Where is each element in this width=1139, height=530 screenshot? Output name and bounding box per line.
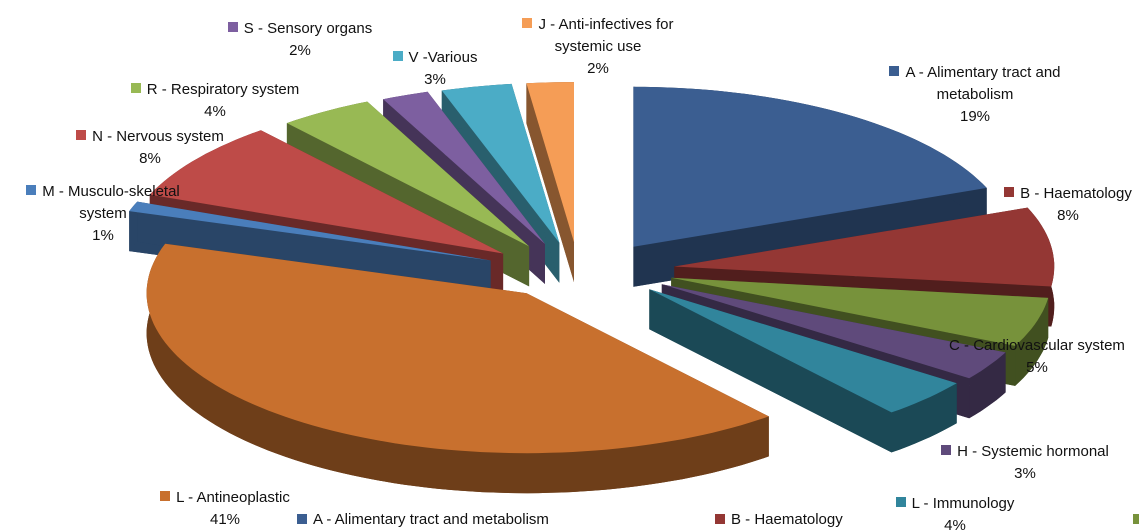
label-marker bbox=[130, 83, 141, 93]
slice-side bbox=[891, 383, 957, 453]
label-value: 41% bbox=[209, 511, 241, 528]
label-value: 5% bbox=[1026, 359, 1048, 376]
data-label: L - Immunology 4% bbox=[855, 493, 1055, 530]
slice-side bbox=[969, 352, 1006, 419]
slice-top bbox=[633, 86, 987, 247]
label-marker bbox=[895, 497, 906, 507]
label-value: 19% bbox=[959, 108, 991, 125]
label-name-line: L - Antineoplastic bbox=[125, 487, 325, 509]
label-name-line: J - Anti-infectives for systemic use bbox=[498, 14, 698, 58]
label-name: C - Cardiovascular system bbox=[949, 337, 1125, 354]
label-name-line: N - Nervous system bbox=[50, 126, 250, 148]
slice bbox=[146, 243, 769, 494]
label-name: S - Sensory organs bbox=[243, 20, 373, 37]
legend-marker bbox=[297, 514, 307, 524]
slice-wall bbox=[649, 289, 892, 453]
slice-top bbox=[674, 207, 1055, 287]
data-label: S - Sensory organs 2% bbox=[200, 18, 400, 62]
data-label: V -Various 3% bbox=[365, 47, 505, 91]
label-name-line: S - Sensory organs bbox=[200, 18, 400, 40]
label-name: L - Antineoplastic bbox=[176, 489, 290, 506]
label-name-line: V -Various bbox=[365, 47, 505, 69]
slice-side bbox=[1015, 297, 1049, 386]
label-value: 3% bbox=[424, 71, 446, 88]
label-value: 2% bbox=[289, 42, 311, 59]
label-name-line: H - Systemic hormonal bbox=[925, 441, 1125, 463]
legend-label: B - Haematology bbox=[731, 511, 843, 528]
label-name: N - Nervous system bbox=[92, 128, 224, 145]
label-name: M - Musculo-skeletal system bbox=[42, 183, 180, 222]
label-name: H - Systemic hormonal bbox=[957, 443, 1109, 460]
label-name-line: A - Alimentary tract and metabolism bbox=[865, 62, 1085, 106]
label-marker bbox=[522, 18, 533, 28]
slice-top bbox=[146, 243, 769, 454]
slice-top bbox=[441, 83, 560, 243]
label-name: J - Anti-infectives for systemic use bbox=[538, 16, 674, 55]
data-label: B - Haematology 8% bbox=[998, 183, 1138, 227]
label-value: 4% bbox=[204, 103, 226, 120]
slice-top bbox=[286, 101, 530, 247]
label-name: R - Respiratory system bbox=[146, 81, 300, 98]
data-label: M - Musculo-skeletal system 1% bbox=[8, 181, 198, 247]
data-label: L - Antineoplastic 41% bbox=[125, 487, 325, 530]
label-name: B - Haematology bbox=[1020, 185, 1132, 202]
label-name: L - Immunology bbox=[911, 495, 1015, 512]
label-value: 8% bbox=[139, 150, 161, 167]
label-marker bbox=[160, 491, 171, 501]
label-name: A - Alimentary tract and metabolism bbox=[905, 64, 1061, 103]
slice bbox=[526, 82, 574, 283]
slice-wall bbox=[526, 83, 574, 283]
slice-side bbox=[129, 201, 138, 252]
label-name-line: M - Musculo-skeletal system bbox=[8, 181, 198, 225]
slice-top bbox=[649, 289, 957, 413]
label-name-line: L - Immunology bbox=[855, 493, 1055, 515]
label-marker bbox=[227, 22, 238, 32]
data-label: R - Respiratory system 4% bbox=[105, 79, 325, 123]
label-value: 1% bbox=[92, 227, 114, 244]
data-label: H - Systemic hormonal 3% bbox=[925, 441, 1125, 485]
slice-side bbox=[146, 243, 769, 494]
label-name-line: R - Respiratory system bbox=[105, 79, 325, 101]
slice-top bbox=[383, 91, 545, 244]
label-value: 8% bbox=[1057, 207, 1079, 224]
label-value: 3% bbox=[1014, 465, 1036, 482]
slice bbox=[649, 289, 957, 453]
label-name-line: B - Haematology bbox=[998, 183, 1138, 205]
slice-top bbox=[129, 201, 491, 261]
legend-marker bbox=[715, 514, 725, 524]
label-value: 2% bbox=[587, 60, 609, 77]
label-marker bbox=[392, 51, 403, 61]
slice-top bbox=[149, 130, 504, 254]
data-label: J - Anti-infectives for systemic use 2% bbox=[498, 14, 698, 80]
slice-wall bbox=[137, 201, 491, 301]
label-marker bbox=[941, 445, 952, 455]
slice-top bbox=[661, 284, 1006, 379]
data-label: A - Alimentary tract and metabolism 19% bbox=[865, 62, 1085, 128]
data-label: N - Nervous system 8% bbox=[50, 126, 250, 170]
slice-top bbox=[526, 82, 574, 243]
label-marker bbox=[76, 130, 87, 140]
legend-label: A - Alimentary tract and metabolism bbox=[313, 511, 549, 528]
label-name-line: C - Cardiovascular system bbox=[937, 335, 1137, 357]
label-name: V -Various bbox=[408, 49, 478, 66]
legend-marker bbox=[1133, 514, 1139, 524]
label-value: 4% bbox=[944, 517, 966, 530]
slice-top bbox=[671, 277, 1049, 346]
data-label: C - Cardiovascular system 5% bbox=[937, 335, 1137, 379]
label-marker bbox=[889, 66, 900, 76]
label-marker bbox=[1004, 187, 1015, 197]
label-marker bbox=[26, 185, 37, 195]
